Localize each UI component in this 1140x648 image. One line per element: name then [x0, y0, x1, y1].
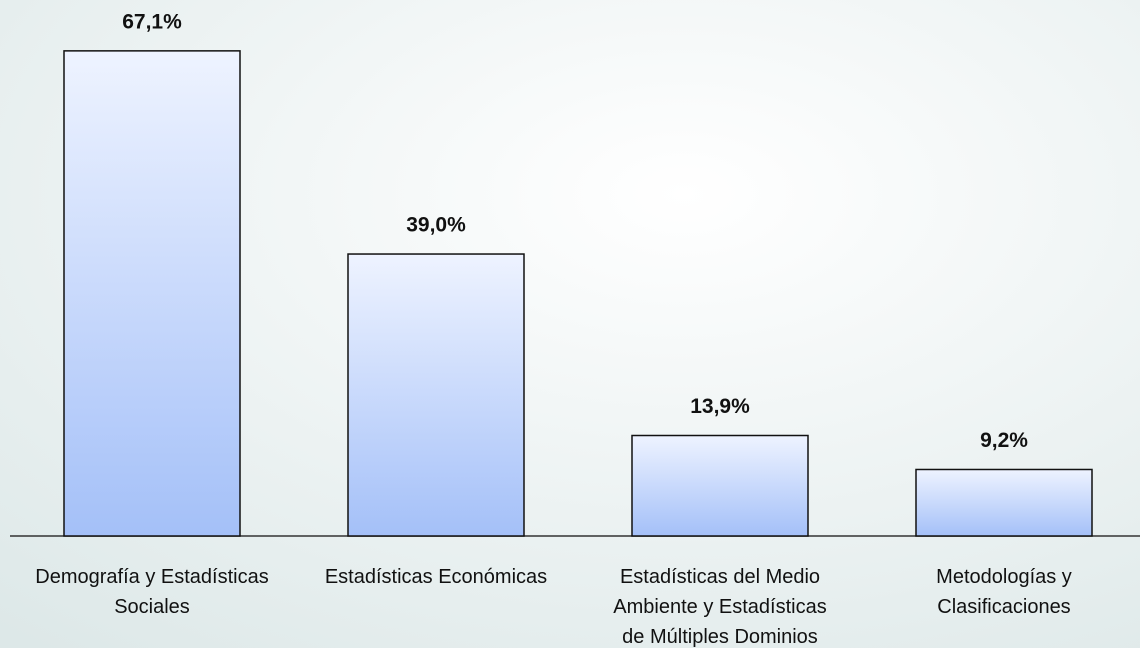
x-tick-label: Metodologías y Clasificaciones [936, 566, 1072, 618]
label-line: Demografía y Estadísticas [35, 566, 268, 588]
value-label: 39,0% [406, 214, 466, 237]
bar [347, 253, 525, 537]
x-tick-label: Estadísticas Económicas [325, 566, 547, 588]
bar [915, 468, 1093, 537]
label-line: Estadísticas del Medio [620, 566, 820, 588]
x-tick-label: Demografía y Estadísticas Sociales [35, 566, 268, 618]
label-line: Estadísticas Económicas [325, 566, 547, 588]
value-label: 13,9% [690, 395, 750, 418]
x-tick-label: Estadísticas del Medio Ambiente y Estadís… [613, 566, 826, 648]
bar [63, 50, 241, 537]
value-label: 67,1% [122, 10, 182, 33]
bar [631, 434, 809, 537]
label-line: de Múltiples Dominios [622, 626, 818, 648]
value-label: 9,2% [980, 429, 1028, 452]
label-line: Sociales [114, 596, 190, 618]
label-line: Metodologías y [936, 566, 1072, 588]
label-line: Clasificaciones [937, 596, 1070, 618]
label-line: Ambiente y Estadísticas [613, 596, 826, 618]
